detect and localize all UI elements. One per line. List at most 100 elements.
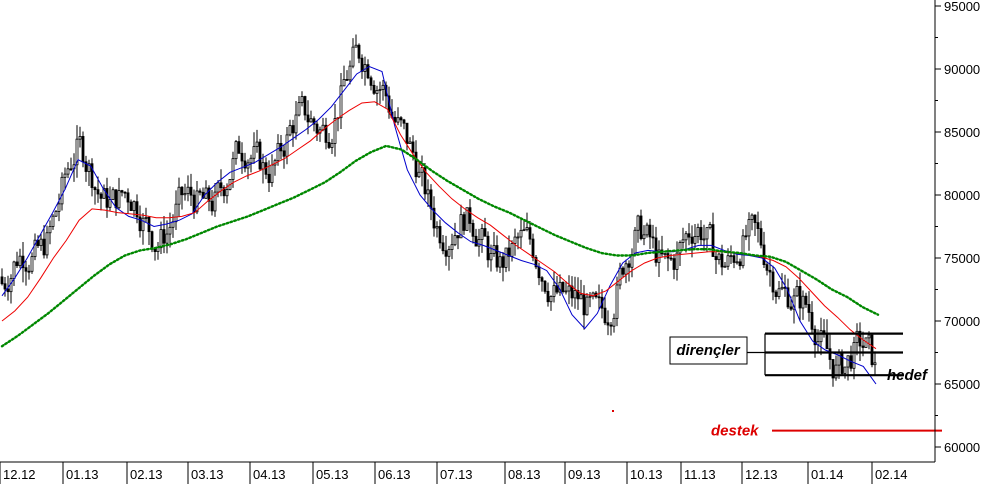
candle-body <box>795 286 799 297</box>
candle-body <box>525 227 529 231</box>
candle-body <box>282 150 286 157</box>
candle-body <box>411 141 415 153</box>
candle-body <box>327 141 331 148</box>
candle-body <box>81 136 85 163</box>
candle-body <box>495 245 499 268</box>
candle-body <box>402 119 406 124</box>
candle-body <box>432 207 436 229</box>
candle-body <box>702 238 706 241</box>
candle-body <box>762 244 766 265</box>
candle-body <box>516 236 520 239</box>
candle-body <box>129 201 133 212</box>
target-label: hedef <box>887 367 929 384</box>
candle-body <box>312 118 316 125</box>
candle-body <box>669 257 673 260</box>
candle-body <box>504 247 508 268</box>
candle-body <box>399 117 403 121</box>
candle-body <box>831 359 835 379</box>
candle-body <box>564 290 568 293</box>
candle-body <box>588 295 592 298</box>
candle-body <box>381 84 385 90</box>
candle-body <box>855 330 859 343</box>
candle-body <box>426 189 430 195</box>
candle-body <box>297 102 301 116</box>
candle-body <box>183 193 187 196</box>
candle-body <box>303 96 307 116</box>
candle-body <box>252 146 256 159</box>
candle-body <box>705 227 709 240</box>
candle-body <box>483 228 487 237</box>
candle-body <box>123 191 127 194</box>
candle-body <box>210 200 214 212</box>
candle-body <box>132 201 136 212</box>
candle-body <box>144 216 148 219</box>
candle-body <box>732 255 736 263</box>
candle-body <box>39 238 43 247</box>
candle-body <box>417 171 421 178</box>
candle-body <box>789 306 793 310</box>
candle-body <box>687 233 691 238</box>
candle-body <box>672 258 676 270</box>
candle-body <box>375 90 379 94</box>
candle-body <box>102 188 106 199</box>
candle-body <box>657 249 661 263</box>
candle-body <box>12 261 16 279</box>
candle-body <box>408 141 412 144</box>
candle-body <box>78 136 82 140</box>
candle-body <box>654 237 658 263</box>
candle-body <box>699 227 703 241</box>
candle-body <box>576 290 580 300</box>
candle-body <box>735 261 739 264</box>
support-label: destek <box>711 423 759 440</box>
candle-body <box>585 296 589 316</box>
candle-body <box>546 290 550 303</box>
resistance-label: dirençler <box>676 342 741 359</box>
candle-body <box>615 284 619 319</box>
y-tick-label: 90000 <box>944 62 980 77</box>
candle-body <box>315 123 319 134</box>
candle-body <box>75 138 79 166</box>
candle-body <box>630 254 634 268</box>
candle-body <box>333 118 337 144</box>
x-tick-label: 05.13 <box>316 467 349 482</box>
candle-body <box>549 296 553 303</box>
candle-body <box>117 190 121 209</box>
candle-body <box>744 235 748 238</box>
candle-body <box>609 324 613 327</box>
candle-body <box>477 239 481 247</box>
candle-body <box>255 141 259 147</box>
candle-body <box>27 270 31 273</box>
candle-body <box>528 227 532 240</box>
candle-body <box>378 89 382 91</box>
candle-body <box>18 255 22 267</box>
candle-body <box>237 141 241 154</box>
candle-body <box>540 277 544 282</box>
candle-body <box>651 236 655 239</box>
candle-body <box>24 267 28 272</box>
candle-body <box>192 194 196 213</box>
candle-body <box>741 235 745 267</box>
candle-body <box>597 296 601 299</box>
candle-body <box>711 224 715 257</box>
candle-body <box>342 79 346 87</box>
candle-body <box>642 234 646 240</box>
candle-body <box>219 182 223 189</box>
candle-body <box>513 236 517 244</box>
candle-body <box>270 164 274 184</box>
candle-body <box>861 345 865 348</box>
candle-body <box>639 215 643 240</box>
candle-body <box>396 117 400 123</box>
candle-body <box>675 252 679 270</box>
candle-body <box>543 280 547 292</box>
candle-body <box>648 224 652 238</box>
candle-body <box>357 44 361 59</box>
candle-body <box>726 255 730 267</box>
x-tick-label: 07.13 <box>440 467 473 482</box>
candle-body <box>810 312 814 330</box>
candle-body <box>828 348 832 360</box>
candle-body <box>465 207 469 231</box>
candle-body <box>846 355 850 368</box>
candle-body <box>42 238 46 256</box>
candle-body <box>462 214 466 231</box>
